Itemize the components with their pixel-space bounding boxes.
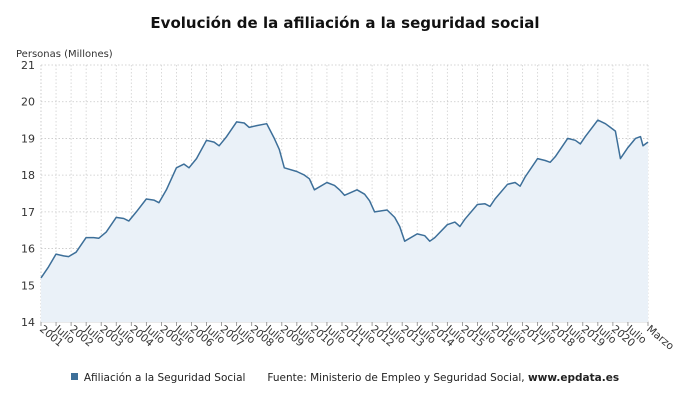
y-tick-label: 16 <box>21 243 35 256</box>
y-ticks: 14 15 16 17 18 19 20 21 <box>21 59 35 329</box>
y-tick-label: 15 <box>21 279 35 292</box>
source-label: Fuente: Ministerio de Empleo y Seguridad… <box>267 372 525 384</box>
line-chart: Personas (Millones) 14 15 16 17 18 19 20 21 200… <box>16 49 676 353</box>
series-line <box>40 119 649 279</box>
x-ticks: 2001Julio2002Julio2003Julio2004Julio2005… <box>37 322 676 353</box>
y-tick-label: 21 <box>21 59 35 72</box>
y-axis-label: Personas (Millones) <box>16 49 113 60</box>
footer: Afiliación a la Seguridad Social Fuente: … <box>0 372 690 384</box>
y-tick-label: 14 <box>21 316 35 329</box>
y-tick-label: 19 <box>21 132 35 145</box>
series-area <box>41 120 648 322</box>
chart-title: Evolución de la afiliación a la segurida… <box>150 14 540 32</box>
y-tick-label: 18 <box>21 169 35 182</box>
y-tick-label: 20 <box>21 96 35 109</box>
y-tick-label: 17 <box>21 206 35 219</box>
legend-swatch <box>70 373 78 380</box>
x-tick-label: Marzo <box>644 323 676 353</box>
source-url: www.epdata.es <box>527 372 620 384</box>
legend-label: Afiliación a la Seguridad Social <box>83 372 246 384</box>
